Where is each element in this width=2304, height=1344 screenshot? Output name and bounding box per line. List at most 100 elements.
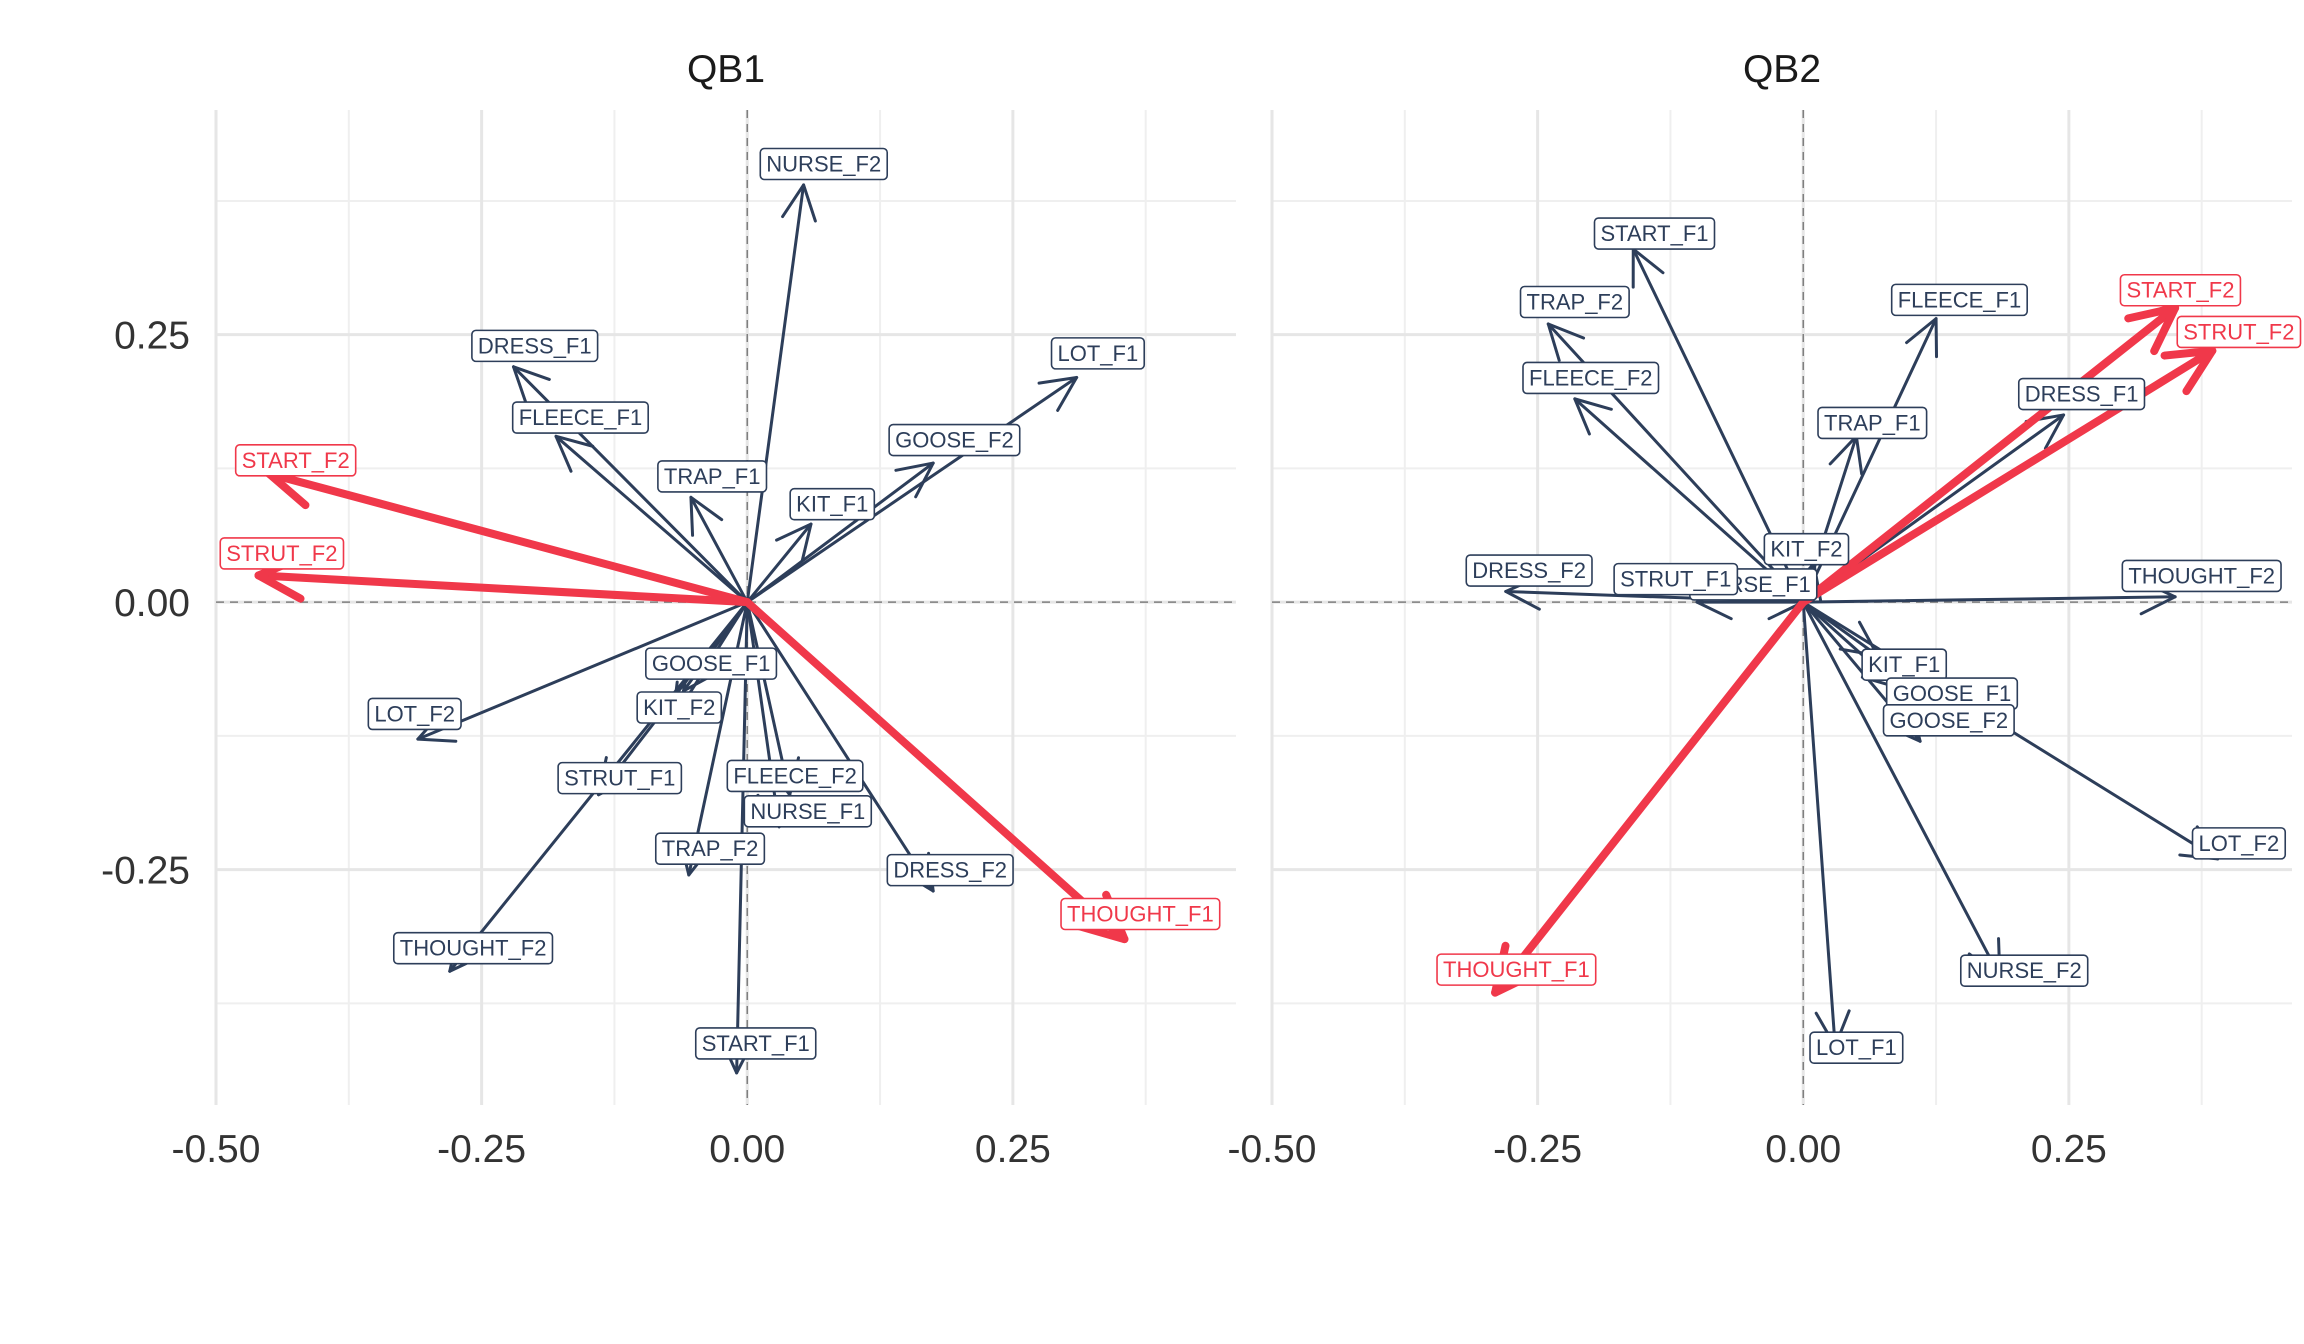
x-tick-label: 0.00 <box>709 1128 785 1171</box>
vector-label: START_F1 <box>694 1027 817 1060</box>
x-tick-label: -0.25 <box>1493 1128 1582 1171</box>
vector-label-box <box>219 537 345 570</box>
x-tick-label: -0.25 <box>437 1128 526 1171</box>
vector-shaft <box>416 600 749 741</box>
panel-1: QB1 -0.50 -0.25 0.00 0.25 -0.25 0.00 0.25 NURSE_… <box>101 48 1236 1171</box>
vector-lot-f1 <box>745 375 1079 604</box>
arrow-head <box>775 522 813 563</box>
vector-label-text: START_F1 <box>1601 221 1709 246</box>
vector-label: KIT_F1 <box>789 487 876 521</box>
vector-label-text: NURSE_F2 <box>766 151 881 176</box>
vector-label-text: KIT_F2 <box>643 695 715 720</box>
vector-label: FLEECE_F1 <box>1890 283 2028 317</box>
vector-label-box <box>367 697 462 731</box>
vector-label-text: START_F2 <box>242 448 350 473</box>
vector-label: KIT_F2 <box>636 691 723 724</box>
arrow-head <box>1546 322 1586 362</box>
vector-label: THOUGHT_F2 <box>392 931 554 965</box>
vector-label-text: DRESS_F2 <box>1472 558 1586 583</box>
vector-label-text: THOUGHT_F2 <box>2128 563 2275 588</box>
vector-label-box <box>743 794 873 828</box>
x-tick-label: 0.25 <box>2031 1128 2107 1171</box>
vector-label: TRAP_F2 <box>654 832 766 866</box>
y-tick-label: 0.25 <box>114 315 190 358</box>
vector-label-text: START_F1 <box>702 1031 810 1056</box>
vector-label-box <box>1809 1031 1904 1065</box>
vector-label-text: STRUT_F2 <box>2183 319 2294 344</box>
arrow-head <box>554 434 595 473</box>
x-tick-label: -0.50 <box>172 1128 261 1171</box>
vector-label: STRUT_F2 <box>219 537 345 570</box>
vector-label-box <box>471 329 599 363</box>
vector-label-box <box>1882 704 2015 737</box>
vector-label: LOT_F2 <box>2191 827 2287 860</box>
vector-label-box <box>1817 406 1928 440</box>
vector-label-box <box>636 691 723 724</box>
vector-label-text: LOT_F2 <box>2199 831 2280 856</box>
vector-label-box <box>234 444 357 477</box>
vector-nurse-f2 <box>745 183 817 604</box>
vector-label-box <box>694 1027 817 1060</box>
panel-title: QB1 <box>687 48 765 91</box>
vector-label: START_F2 <box>2119 273 2242 307</box>
vector-label-text: FLEECE_F1 <box>519 405 643 430</box>
vector-label-text: GOOSE_F2 <box>895 428 1014 453</box>
vector-label-text: NURSE_F2 <box>1967 958 2082 983</box>
vector-label: FLEECE_F2 <box>1522 361 1660 395</box>
arrow-head <box>1037 375 1079 412</box>
vector-label: STRUT_F2 <box>2176 315 2302 349</box>
vector-shaft <box>1801 600 2002 979</box>
vector-label: GOOSE_F1 <box>645 647 778 680</box>
vector-kit-f1 <box>745 522 813 604</box>
vector-label-text: THOUGHT_F1 <box>1067 901 1214 926</box>
vector-shaft <box>254 571 752 607</box>
panel-2: QB2 -0.50 -0.25 0.00 0.25 START_F1 TRAP_F2 FLEE… <box>1228 48 2302 1171</box>
vector-label-box <box>1519 285 1630 319</box>
vector-label-text: DRESS_F1 <box>2025 382 2139 407</box>
vector-label-box <box>557 761 683 795</box>
vector-shaft <box>1801 595 2177 604</box>
vector-label: THOUGHT_F1 <box>1060 897 1221 931</box>
vector-label: DRESS_F1 <box>471 329 599 363</box>
vector-label-text: STRUT_F1 <box>1620 567 1731 592</box>
vector-label-text: DRESS_F1 <box>478 333 592 358</box>
vector-label-box <box>1436 953 1597 986</box>
vector-label-box <box>888 423 1021 457</box>
vector-label-box <box>1613 562 1739 596</box>
vector-label-text: THOUGHT_F2 <box>400 936 547 961</box>
vector-label-box <box>1050 337 1146 370</box>
x-tick-label: 0.25 <box>975 1128 1051 1171</box>
vector-label-text: FLEECE_F2 <box>1529 365 1653 390</box>
vector-label: GOOSE_F2 <box>1882 704 2015 737</box>
vector-label-text: FLEECE_F1 <box>1898 287 2022 312</box>
vector-start-f2 <box>1799 303 2180 607</box>
vector-label: NURSE_F2 <box>1959 954 2089 987</box>
vector-label-box <box>1890 283 2028 317</box>
vector-shaft <box>1801 600 1837 1048</box>
vector-shaft <box>745 600 935 893</box>
vector-label-text: STRUT_F2 <box>226 541 337 566</box>
vector-label: TRAP_F1 <box>657 460 768 493</box>
vector-label-box <box>2176 315 2302 349</box>
vector-label: KIT_F1 <box>1861 648 1948 682</box>
vector-trap-f1 <box>689 495 749 604</box>
vector-shaft <box>1799 303 2180 607</box>
vector-label: DRESS_F2 <box>886 853 1014 887</box>
vector-label-text: LOT_F1 <box>1058 341 1139 366</box>
vector-label-text: TRAP_F2 <box>662 836 759 861</box>
vector-label-text: THOUGHT_F1 <box>1443 957 1590 982</box>
vector-label-box <box>886 853 1014 887</box>
vector-label-box <box>2119 273 2242 307</box>
vector-label: LOT_F1 <box>1050 337 1146 370</box>
vector-label-text: GOOSE_F1 <box>1893 681 2012 706</box>
vector-label-text: KIT_F1 <box>1868 652 1940 677</box>
vector-label-box <box>657 460 768 493</box>
y-tick-label: 0.00 <box>114 582 190 625</box>
arrow-head <box>689 495 724 537</box>
vector-label-text: TRAP_F1 <box>1824 410 1921 435</box>
vector-shaft <box>745 461 935 604</box>
vector-shaft <box>743 598 1129 944</box>
arrow-head <box>2160 346 2217 396</box>
vector-label-text: LOT_F2 <box>374 701 455 726</box>
vector-label: THOUGHT_F2 <box>2121 559 2282 593</box>
